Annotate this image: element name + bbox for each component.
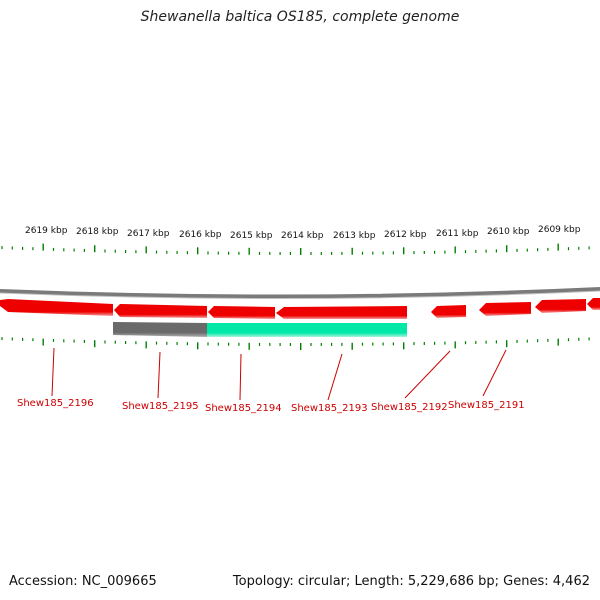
gene-label[interactable]: Shew185_2191 [448,400,525,411]
tick-label: 2619 kbp [25,226,68,236]
gene-arrow[interactable] [479,302,531,316]
gene-arrow[interactable] [276,306,407,319]
tick-label: 2616 kbp [179,230,222,240]
leader-line [327,353,343,401]
backbone-arc-highlight [0,290,600,300]
gene-label-leaders [51,347,507,401]
tick-label: 2609 kbp [538,225,581,235]
tick-label: 2611 kbp [436,229,479,239]
gene-arrow[interactable] [114,304,207,318]
upper-tick-marks [1,243,590,255]
lower-tick-marks [1,337,590,350]
leader-line [239,353,242,401]
tick-label: 2615 kbp [230,231,273,241]
gene-arrow[interactable] [535,299,586,313]
gene-arrow[interactable] [0,299,113,316]
gene-label[interactable]: Shew185_2193 [291,403,368,414]
gene-arrow[interactable] [208,306,275,319]
tick-label: 2614 kbp [281,231,324,241]
tick-label: 2610 kbp [487,227,530,237]
feature-track [113,322,407,337]
feature-segment-teal [207,323,407,337]
feature-segment-gray [113,322,207,337]
tick-label: 2613 kbp [333,231,376,241]
leader-line [404,350,451,399]
leader-line [482,349,507,397]
gene-track [0,298,600,319]
tick-label: 2617 kbp [127,229,170,239]
upper-axis-labels: 2619 kbp 2618 kbp 2617 kbp 2616 kbp 2615… [25,225,581,241]
accession-info: Accession: NC_009665 [9,574,157,589]
leader-line [51,347,55,397]
tick-label: 2612 kbp [384,230,427,240]
gene-label[interactable]: Shew185_2192 [371,402,448,413]
gene-arrow[interactable] [431,305,466,318]
gene-arrow[interactable] [587,298,600,310]
gene-label[interactable]: Shew185_2195 [122,401,199,412]
tick-label: 2618 kbp [76,227,119,237]
leader-line [157,351,161,399]
genome-summary: Topology: circular; Length: 5,229,686 bp… [232,574,590,589]
gene-labels: Shew185_2196 Shew185_2195 Shew185_2194 S… [17,398,525,414]
backbone-arc [0,287,600,299]
map-title: Shewanella baltica OS185, complete genom… [140,9,460,25]
gene-label[interactable]: Shew185_2194 [205,403,282,414]
gene-label[interactable]: Shew185_2196 [17,398,94,409]
